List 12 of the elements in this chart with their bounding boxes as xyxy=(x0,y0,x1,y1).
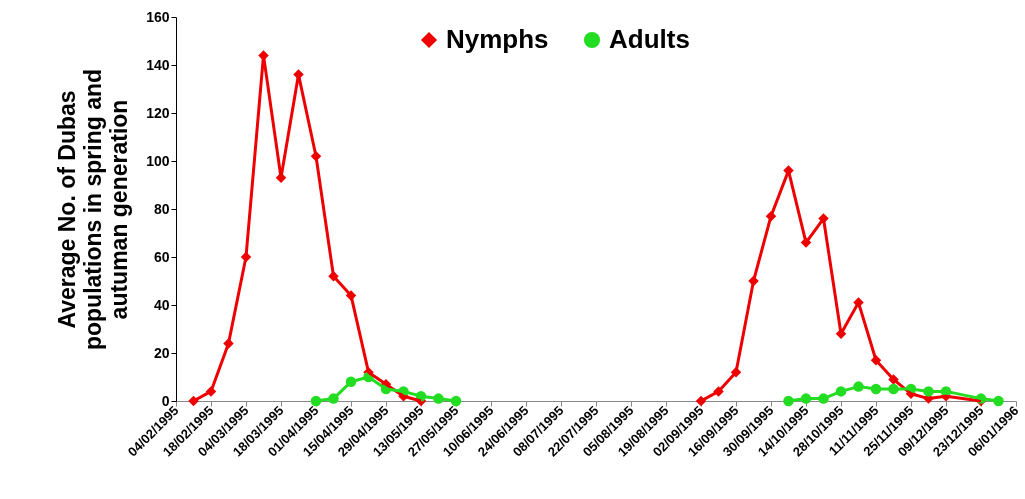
y-tick-label: 60 xyxy=(153,248,170,265)
y-tick-label: 140 xyxy=(146,56,170,73)
y-tick-label: 80 xyxy=(153,200,170,217)
y-axis-title: Average No. of Dubas populations in spring and autuman generation xyxy=(54,68,133,351)
y-tick-label: 160 xyxy=(146,8,170,25)
legend-label: Nymphs xyxy=(446,24,549,54)
y-tick-label: 40 xyxy=(153,296,170,313)
legend-label: Adults xyxy=(609,24,690,54)
y-tick-label: 100 xyxy=(146,152,170,169)
y-tick-label: 0 xyxy=(161,392,170,409)
y-tick-label: 20 xyxy=(153,344,170,361)
y-tick-label: 120 xyxy=(146,104,170,121)
